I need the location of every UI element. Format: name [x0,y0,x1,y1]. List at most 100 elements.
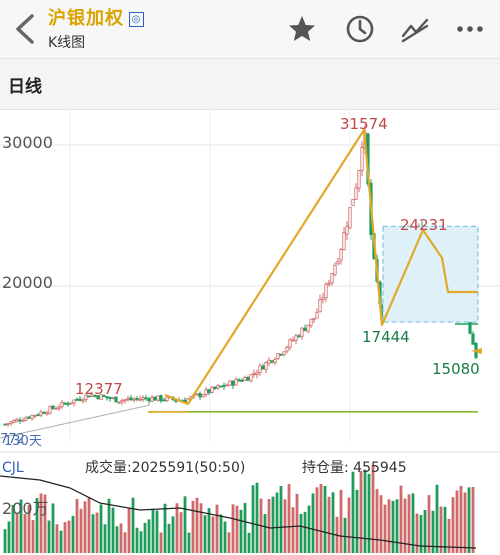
candle-body [12,420,16,423]
volume-bar [111,507,115,553]
star-icon[interactable] [287,14,317,44]
volume-bar [415,513,419,553]
candle-body [285,347,289,352]
kline-chart[interactable]: 30000 20000 31574 24231 17444 15080 1237… [0,108,500,555]
candle-body [201,394,205,398]
candle-body [468,319,472,334]
candle-body [297,335,301,338]
y-tick-20000: 20000 [2,273,53,292]
volume-bar [135,527,139,553]
volume-bar [71,515,75,553]
volume-bar [287,484,291,553]
candle-body [9,421,13,425]
volume-y-tick: 200万 [2,499,49,518]
volume-bar [463,492,467,553]
candle-body [339,249,343,261]
candle-body [240,380,244,382]
back-icon[interactable] [12,12,40,46]
candle-body [318,299,322,312]
volume-bar [339,489,343,553]
volume-bar [151,508,155,553]
clock-icon[interactable] [345,14,375,44]
volume-bar [371,465,375,553]
tab-daily[interactable]: 日线 [8,77,42,97]
volume-bar [319,484,323,553]
volume-bar [379,495,383,553]
candle-body [354,187,358,200]
candle-body [351,199,355,206]
candle-body [237,379,241,382]
candle-body [66,403,70,405]
volume-bar [343,517,347,553]
candle-body [27,416,31,419]
volume-bar [283,499,287,553]
candle-body [51,405,55,409]
candle-body [225,384,229,387]
candle-body [108,397,112,400]
volume-bar [427,495,431,553]
volume-bar [247,532,251,553]
candle-body [279,353,283,356]
volume-bar [215,504,219,553]
open-interest-line [0,475,477,549]
price-arrow-icon [471,348,482,354]
candle-body [264,362,268,370]
candle-body [303,327,307,332]
candle-body [150,396,154,402]
trend-icon[interactable] [400,14,430,44]
volume-bar [43,494,47,553]
volume-bar [183,496,187,553]
volume-bar [315,487,319,553]
volume-bar [75,498,79,553]
volume-bar [91,514,95,553]
candle-body [252,373,256,375]
volume-bar [235,505,239,553]
candle-body [315,311,319,319]
volume-bar [179,512,183,553]
candle-body [132,398,136,401]
volume-bar [115,526,119,553]
candle-body [93,395,97,397]
candle-body [102,395,106,398]
info-badge-icon[interactable]: ◎ [129,12,144,27]
candle-body [291,339,295,342]
volume-indicator-label[interactable]: CJL [2,460,24,476]
high-label: 31574 [340,115,388,133]
candle-body [306,324,310,332]
candle-body [327,282,331,285]
more-icon[interactable] [455,14,485,44]
candle-body [195,393,199,396]
candle-body [90,394,94,397]
volume-bar [199,503,203,553]
volume-bar [99,504,103,553]
candle-body [207,389,211,393]
candle-body [21,419,25,422]
volume-bar [87,497,91,553]
volume-bar [443,506,447,553]
candle-body [54,407,58,410]
candle-body [216,385,220,389]
candle-body [300,327,304,337]
candle-body [156,395,160,401]
candle-body [357,170,361,189]
volume-bar [227,532,231,553]
volume-bar [191,500,195,553]
candle-body [99,394,103,400]
candle-body [165,396,169,402]
candle-body [231,380,235,386]
candle-body [348,206,352,229]
candle-body [309,318,313,326]
candle-body [219,385,223,388]
volume-bar [187,532,191,553]
volume-bar [431,510,435,553]
volume-bar [231,504,235,553]
candle-body [6,423,10,425]
volume-bar [435,484,439,553]
volume-bar [439,506,443,553]
candle-body [45,412,49,415]
candle-body [135,398,139,400]
volume-bar [175,503,179,553]
candle-body [57,406,61,409]
low-label-b: 15080 [432,360,480,378]
candle-body [210,386,214,393]
